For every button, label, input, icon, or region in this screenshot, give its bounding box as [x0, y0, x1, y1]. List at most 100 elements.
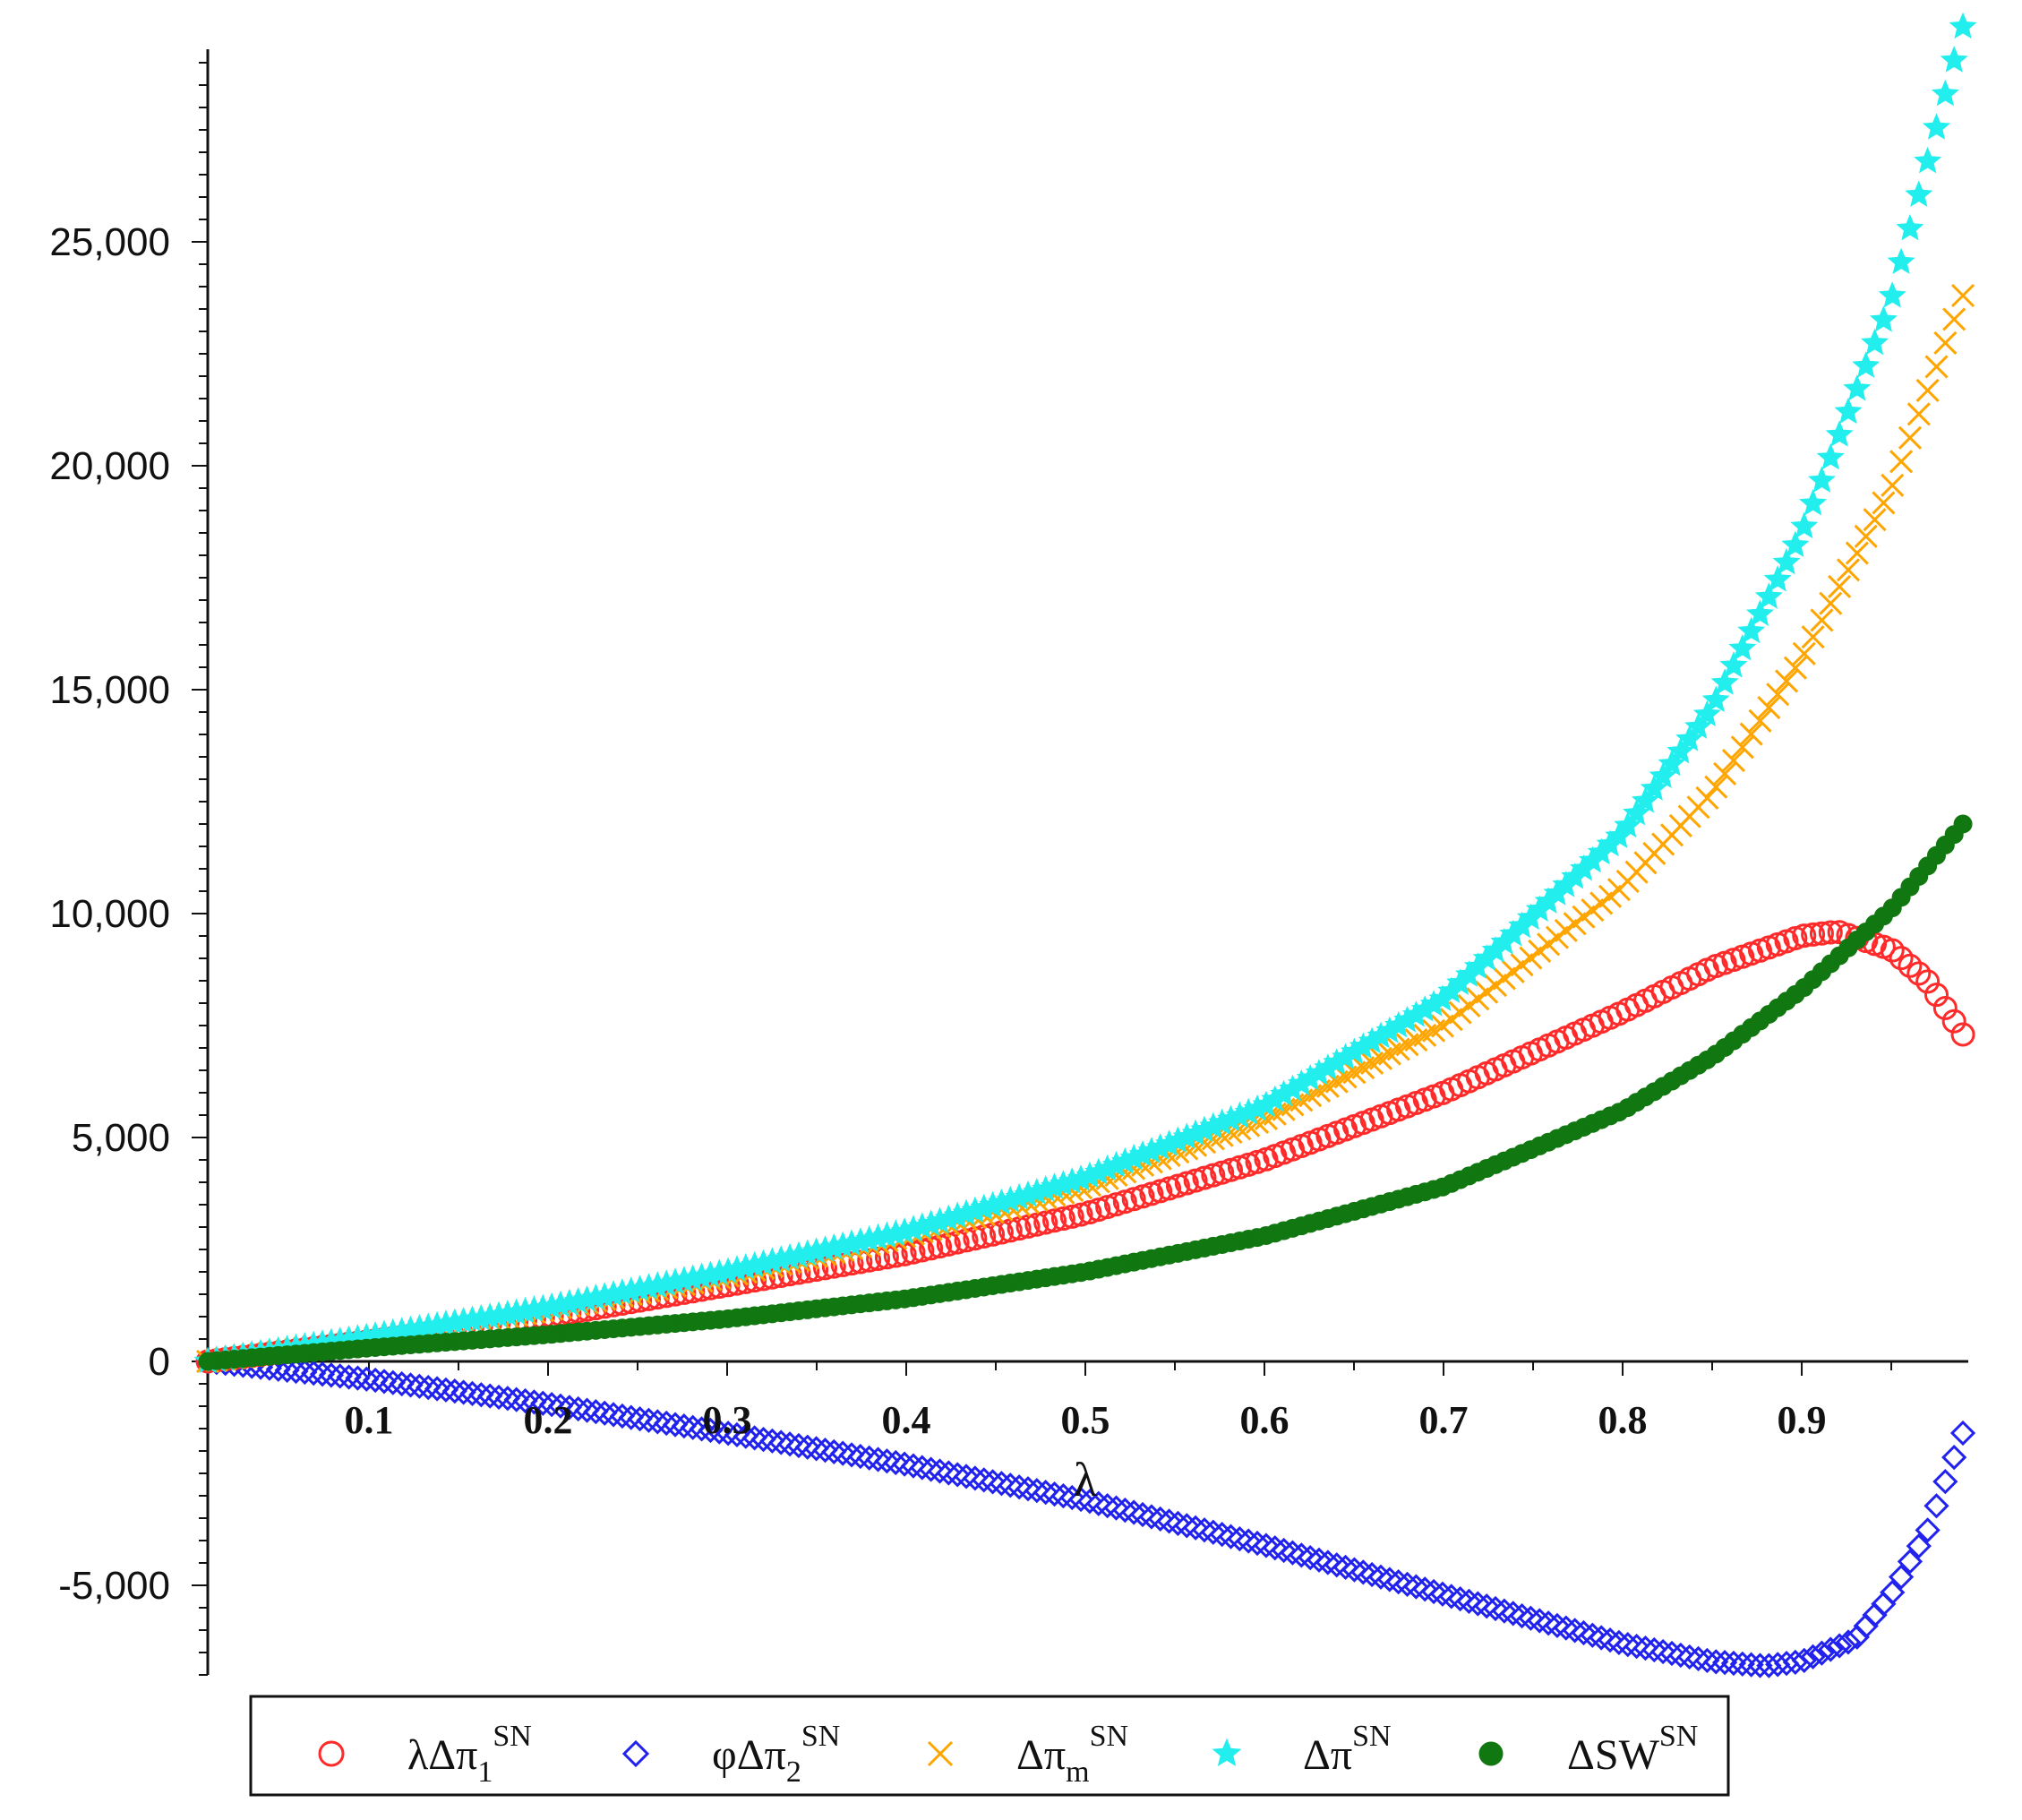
data-point	[1614, 811, 1642, 838]
data-point	[398, 1372, 424, 1398]
data-point	[494, 1386, 521, 1412]
data-point	[1915, 378, 1940, 402]
data-point	[1906, 961, 1932, 986]
x-tick-label: 0.2	[524, 1398, 573, 1442]
data-point	[1897, 1549, 1923, 1575]
data-point	[1447, 1585, 1473, 1612]
y-tick-label: 25,000	[49, 220, 170, 264]
data-point	[1094, 1493, 1120, 1519]
data-point	[574, 1397, 600, 1423]
data-point	[698, 1417, 724, 1444]
data-point	[1819, 591, 1843, 615]
data-point	[1754, 582, 1783, 609]
data-point	[1737, 616, 1766, 644]
data-point	[477, 1383, 503, 1409]
data-point	[1667, 1642, 1693, 1669]
data-point	[1385, 1569, 1411, 1595]
data-point	[821, 1438, 847, 1464]
data-point	[1932, 1469, 1958, 1495]
data-point	[1675, 725, 1704, 751]
data-point	[768, 1429, 794, 1455]
x-tick-label: 0.5	[1061, 1398, 1110, 1442]
data-point	[318, 1362, 345, 1388]
data-point	[1933, 331, 1958, 356]
data-point	[583, 1399, 609, 1425]
data-point	[274, 1357, 300, 1383]
data-point	[1015, 1476, 1041, 1502]
data-point	[363, 1367, 389, 1394]
data-point	[1359, 1561, 1385, 1588]
legend-item: ΔSWSN	[1478, 1720, 1698, 1779]
x-tick-label: 0.4	[882, 1398, 931, 1442]
data-point	[1085, 1490, 1111, 1516]
legend-label: ΔSWSN	[1567, 1720, 1698, 1779]
data-point	[1729, 1651, 1755, 1677]
data-point	[689, 1416, 715, 1442]
data-point	[1589, 1625, 1615, 1651]
data-point	[1015, 1214, 1041, 1239]
data-point	[662, 1412, 689, 1438]
data-point	[1597, 1627, 1624, 1653]
data-point	[1861, 328, 1889, 356]
data-point	[1801, 625, 1825, 649]
data-point	[1781, 530, 1810, 558]
x-tick-label: 0.7	[1419, 1398, 1469, 1442]
data-point	[1825, 420, 1854, 447]
data-point	[600, 1402, 627, 1428]
data-point	[1518, 1605, 1544, 1631]
data-point	[1818, 1636, 1844, 1662]
data-point	[512, 1387, 538, 1414]
data-point	[371, 1369, 398, 1395]
data-point	[733, 1423, 758, 1449]
data-point	[636, 1407, 662, 1433]
data-point	[1324, 1552, 1349, 1578]
data-point	[1623, 798, 1651, 826]
legend-label: λΔπ1SN	[407, 1720, 532, 1789]
data-point	[1711, 1650, 1738, 1676]
data-point	[1244, 1530, 1271, 1557]
x-tick-label: 0.8	[1598, 1398, 1648, 1442]
data-point	[627, 1406, 653, 1432]
data-point	[1076, 1489, 1103, 1515]
data-point	[803, 1436, 829, 1462]
series-layer	[193, 12, 1977, 1678]
data-point	[1041, 1481, 1067, 1507]
data-point	[1068, 1202, 1093, 1227]
data-point	[1684, 712, 1713, 739]
data-point	[327, 1363, 353, 1389]
data-point	[1915, 1517, 1941, 1543]
data-point	[1666, 736, 1695, 764]
data-point	[1898, 425, 1923, 450]
data-point	[1713, 761, 1737, 786]
y-tick-label: -5,000	[58, 1564, 170, 1608]
data-point	[1695, 786, 1719, 810]
data-point	[1880, 938, 1905, 963]
data-point	[909, 1455, 935, 1481]
data-point	[265, 1356, 291, 1382]
data-point	[1658, 1640, 1685, 1667]
data-point	[1905, 180, 1933, 207]
data-point	[309, 1361, 336, 1387]
data-point	[1694, 1647, 1720, 1673]
data-point	[1500, 1601, 1526, 1627]
data-point	[1640, 774, 1668, 801]
data-point	[1845, 541, 1869, 565]
legend-label: ΔπmSN	[1016, 1720, 1128, 1789]
data-point	[1456, 1588, 1482, 1614]
data-point	[1571, 1619, 1597, 1646]
data-point	[1810, 608, 1834, 632]
data-point	[989, 1471, 1015, 1497]
data-point	[389, 1370, 415, 1397]
legend-label: φΔπ2SN	[712, 1720, 840, 1789]
data-point	[1209, 1522, 1235, 1548]
data-point	[1341, 1557, 1367, 1583]
data-point	[900, 1453, 927, 1479]
data-point	[1298, 1544, 1324, 1571]
data-point	[1280, 1540, 1306, 1566]
data-point	[1834, 397, 1863, 425]
data-point	[1412, 1576, 1438, 1602]
legend-item: φΔπ2SN	[621, 1720, 840, 1789]
data-point	[1580, 1622, 1606, 1648]
data-point	[1720, 1650, 1747, 1677]
